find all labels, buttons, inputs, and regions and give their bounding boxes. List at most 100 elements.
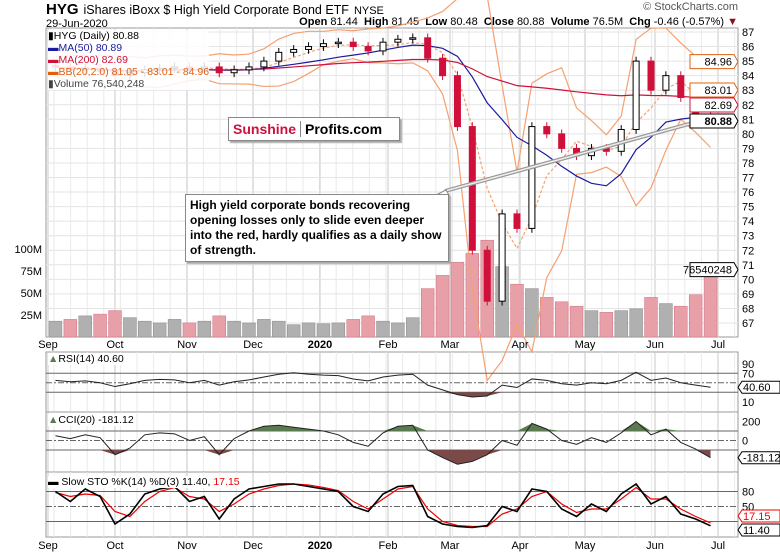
cci-low-fill — [55, 450, 711, 465]
volume-bar — [331, 322, 346, 338]
volume-bar — [197, 320, 212, 338]
bb-mid-label: 83.01 — [704, 85, 732, 97]
trend-line-inner — [444, 115, 719, 192]
volume-bar — [688, 294, 703, 338]
price-tick-label: 74 — [742, 216, 754, 228]
date-label-top: 2020 — [308, 339, 332, 351]
volume-bar — [212, 315, 226, 338]
volume-bar — [644, 297, 658, 338]
volume-bar — [703, 269, 718, 338]
security-name: iShares iBoxx $ High Yield Corporate Bon… — [83, 3, 349, 17]
date-label-bottom: Jul — [711, 540, 725, 552]
volume-bar — [316, 323, 331, 338]
date-label-bottom: Apr — [511, 540, 528, 552]
candle-body — [513, 213, 521, 229]
volume-bar — [510, 283, 524, 338]
volume-bar — [599, 312, 614, 338]
candle-body — [453, 75, 461, 128]
panel-frame — [45, 411, 739, 473]
volume-bar — [629, 308, 643, 338]
cci-tick-label: 0 — [742, 436, 748, 448]
volume-tick-label: 50M — [21, 288, 42, 300]
ohlc-summary: Open 81.44 High 81.45 Low 80.48 Close 80… — [299, 16, 738, 28]
rsi-last-label-box — [737, 380, 780, 394]
volume-bar — [554, 301, 569, 338]
date-label-top: May — [575, 339, 596, 351]
panel-frame — [45, 351, 739, 413]
date-label-bottom: 2020 — [308, 540, 332, 552]
volume-bar — [406, 317, 420, 338]
volume-bar — [376, 320, 390, 338]
date-label-bottom: Nov — [177, 540, 197, 552]
volume-bar — [301, 322, 316, 338]
rsi-overbought-fill — [55, 372, 711, 374]
legend-volume: ▮Volume 76,540,248 — [48, 78, 145, 90]
candle-body — [409, 37, 417, 40]
price-tick-label: 71 — [742, 260, 754, 272]
last-price-label: 80.88 — [704, 116, 732, 128]
annotation-callout: High yield corporate bonds recovering op… — [185, 194, 449, 262]
cci-line — [55, 420, 711, 465]
date-label-top: Jul — [711, 339, 725, 351]
candle-body — [439, 57, 447, 77]
volume-bar — [123, 317, 137, 338]
sto-k-line — [54, 482, 711, 529]
volume-bar — [435, 275, 450, 338]
date-label-bottom: Mar — [441, 540, 460, 552]
date-label-bottom: May — [575, 540, 596, 552]
volume-bar — [257, 319, 271, 338]
volume-tick-label: 25M — [21, 310, 42, 322]
volume-bar — [182, 322, 197, 338]
candle-body — [662, 75, 670, 91]
rsi-tick-label: 90 — [742, 359, 754, 371]
volume-bar — [525, 288, 539, 338]
candle-body — [632, 60, 640, 130]
candle-body — [230, 69, 238, 74]
candle-body — [424, 37, 432, 59]
date-label-bottom: Jun — [646, 540, 664, 552]
volume-bar — [569, 305, 584, 338]
cci-last-label-box — [737, 451, 780, 465]
volume-bar — [361, 315, 375, 338]
date-label-top: Sep — [38, 339, 58, 351]
candle-body — [558, 133, 566, 149]
price-tick-label: 76 — [742, 187, 754, 199]
volume-tick-label: 75M — [21, 266, 42, 278]
rsi-tick-label: 10 — [742, 397, 754, 409]
volume-bar — [614, 310, 628, 338]
symbol: HYG — [46, 1, 79, 18]
date-label-top: Oct — [106, 339, 123, 351]
rsi-last-label: 40.60 — [743, 382, 771, 394]
price-tick-label: 79 — [742, 143, 754, 155]
date-label-bottom: Sep — [38, 540, 58, 552]
price-tick-label: 68 — [742, 303, 754, 315]
candle-body — [275, 51, 283, 62]
date-label-top: Jun — [646, 339, 664, 351]
bb-upper-label: 84.96 — [704, 57, 732, 69]
last-price-label-box — [689, 113, 739, 129]
rsi-tick-label: 70 — [742, 368, 754, 380]
volume-bar — [108, 310, 122, 338]
volume-bar — [450, 261, 465, 338]
date-label-bottom: Feb — [379, 540, 398, 552]
price-tick-label: 82 — [742, 100, 754, 112]
price-tick-label: 77 — [742, 173, 754, 185]
volume-bar — [78, 315, 92, 338]
legend-price: ▮HYG (Daily) 80.88 — [48, 30, 139, 42]
volume-bar — [138, 320, 152, 338]
date-label-top: Mar — [441, 339, 460, 351]
volume-bar — [93, 313, 107, 338]
volume-bar — [346, 319, 360, 338]
candle-body — [334, 41, 342, 45]
candle-body — [349, 41, 357, 48]
candle-body — [528, 126, 536, 229]
ma200-label: 82.69 — [704, 100, 732, 112]
volume-bar — [391, 322, 405, 338]
down-arrow-icon: ▼ — [727, 16, 738, 28]
exchange: NYSE — [353, 5, 384, 17]
sto-d-label: 17.15 — [743, 511, 771, 523]
price-legend: ▮HYG (Daily) 80.88 ▬MA(50) 80.89 ▬MA(200… — [48, 30, 210, 90]
price-tick-label: 83 — [742, 85, 754, 97]
candle-body — [245, 66, 253, 71]
candle-body — [379, 41, 387, 52]
